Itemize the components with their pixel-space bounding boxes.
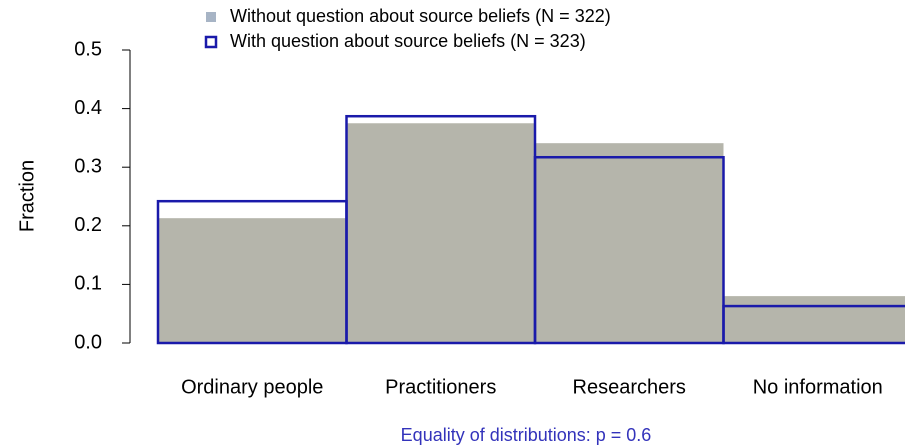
legend-label: Without question about source beliefs (N… bbox=[230, 6, 611, 26]
x-tick-label: Ordinary people bbox=[181, 376, 323, 398]
y-axis-label: Fraction bbox=[16, 160, 38, 232]
note: Equality of distributions: p = 0.6 bbox=[401, 425, 652, 445]
x-tick-label: Researchers bbox=[573, 376, 686, 398]
y-tick-label: 0.3 bbox=[74, 155, 102, 177]
bar bbox=[723, 296, 905, 343]
y-tick-label: 0.0 bbox=[74, 331, 102, 353]
y-tick-label: 0.2 bbox=[74, 214, 102, 236]
y-tick-label: 0.4 bbox=[74, 97, 102, 119]
legend-label: With question about source beliefs (N = … bbox=[230, 31, 586, 51]
bar bbox=[533, 155, 725, 345]
bar bbox=[346, 123, 535, 343]
legend-swatch bbox=[204, 35, 218, 49]
bar bbox=[535, 143, 724, 343]
bar bbox=[158, 218, 347, 343]
y-tick-label: 0.1 bbox=[74, 273, 102, 295]
x-tick-label: Practitioners bbox=[385, 376, 496, 398]
bar bbox=[722, 304, 905, 345]
legend-swatch bbox=[206, 12, 216, 22]
y-tick-label: 0.5 bbox=[74, 38, 102, 60]
x-tick-label: No information bbox=[753, 376, 883, 398]
